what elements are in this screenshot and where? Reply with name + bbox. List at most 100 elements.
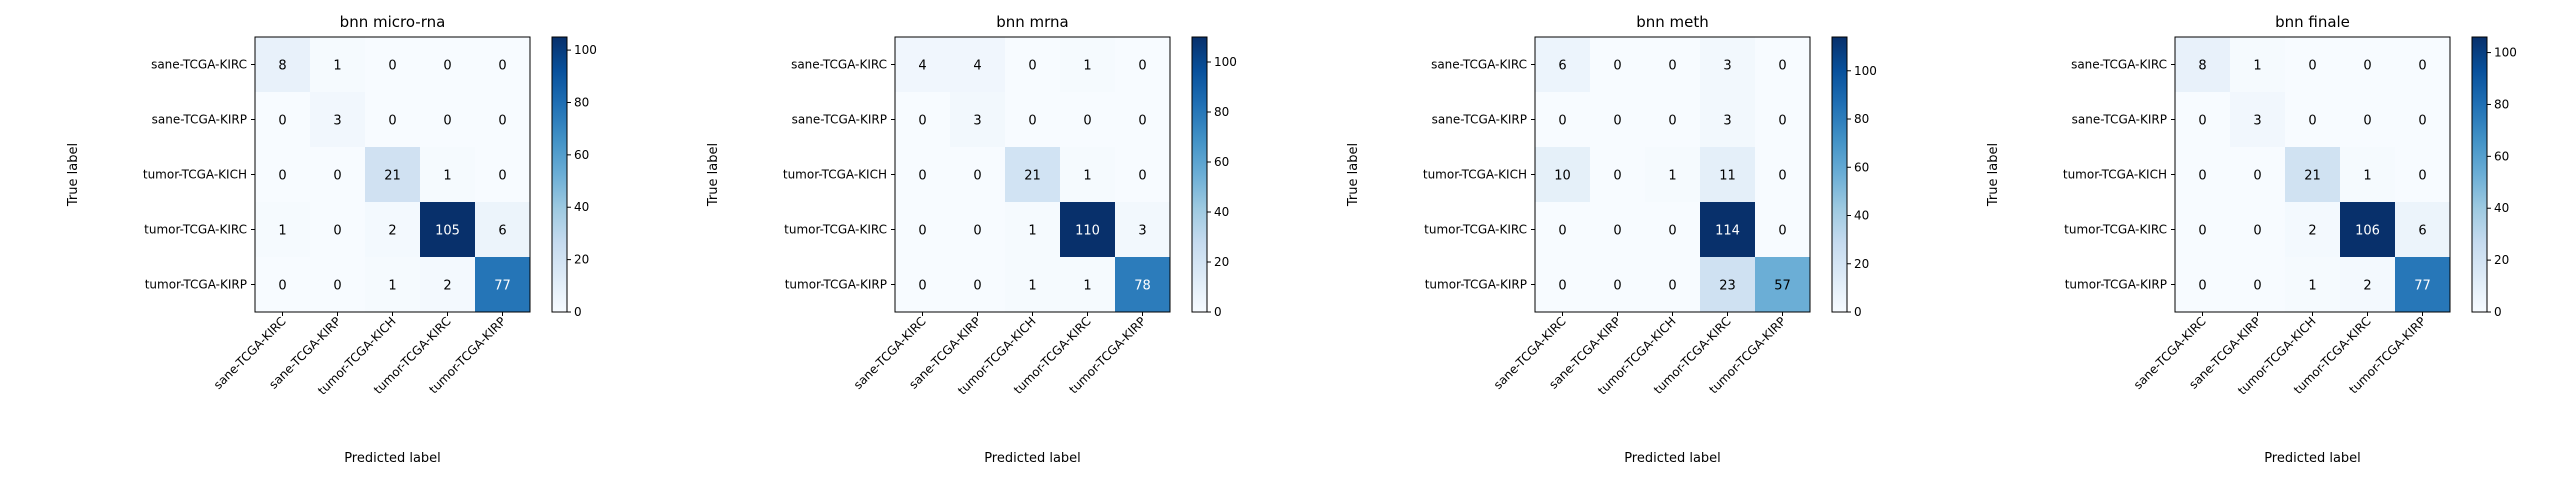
matrix-cell <box>255 37 310 92</box>
cell-value-label: 1 <box>278 224 286 239</box>
colorbar-tick-label: 60 <box>1854 160 1869 174</box>
matrix-cell <box>1115 37 1170 92</box>
matrix-cell <box>895 257 950 312</box>
cell-value-label: 0 <box>443 59 451 74</box>
colorbar-tick-label: 60 <box>1214 155 1229 169</box>
cell-value-label: 0 <box>2308 114 2316 129</box>
colorbar <box>2471 36 2488 313</box>
cell-value-label: 1 <box>388 279 396 294</box>
cell-value-label: 0 <box>1613 169 1621 184</box>
y-tick-label: tumor-TCGA-KIRP <box>1425 278 1527 292</box>
cell-value-label: 0 <box>2198 279 2206 294</box>
y-tick-label: sane-TCGA-KIRC <box>2071 58 2167 72</box>
matrix-cell <box>475 92 530 147</box>
matrix-cell <box>310 37 365 92</box>
y-tick-label: tumor-TCGA-KIRC <box>144 223 247 237</box>
matrix-cell <box>1755 147 1810 202</box>
matrix-cell <box>1590 202 1645 257</box>
cell-value-label: 0 <box>973 279 981 294</box>
matrix-cell <box>310 202 365 257</box>
y-axis-label: True label <box>66 143 81 207</box>
cell-value-label: 0 <box>333 224 341 239</box>
matrix-cell <box>2175 92 2230 147</box>
matrix-cell <box>310 92 365 147</box>
cell-value-label: 0 <box>2418 59 2426 74</box>
matrix-cell <box>895 37 950 92</box>
cell-value-label: 0 <box>1778 224 1786 239</box>
cell-value-label: 0 <box>2253 169 2261 184</box>
matrix-cell <box>895 147 950 202</box>
matrix-cell <box>365 257 420 312</box>
matrix-cell <box>2230 202 2285 257</box>
cell-value-label: 8 <box>2198 59 2206 74</box>
cell-value-label: 3 <box>973 114 981 129</box>
y-tick-label: sane-TCGA-KIRC <box>791 58 887 72</box>
matrix-cell <box>1535 37 1590 92</box>
cell-value-label: 0 <box>1778 59 1786 74</box>
matrix-cell <box>1005 257 1060 312</box>
cell-value-label: 21 <box>1024 169 1041 184</box>
cell-value-label: 0 <box>918 169 926 184</box>
matrix-cell <box>2395 92 2450 147</box>
matrix-cell <box>255 202 310 257</box>
cell-value-label: 3 <box>333 114 341 129</box>
cell-value-label: 0 <box>388 59 396 74</box>
matrix-cell <box>420 92 475 147</box>
matrix-cell <box>1005 92 1060 147</box>
matrix-cell <box>1535 92 1590 147</box>
matrix-cell <box>2395 202 2450 257</box>
matrix-cell <box>2175 147 2230 202</box>
cell-value-label: 0 <box>2418 169 2426 184</box>
cell-value-label: 0 <box>1028 114 1036 129</box>
matrix-cell <box>1645 202 1700 257</box>
cell-value-label: 0 <box>498 114 506 129</box>
cell-value-label: 0 <box>973 224 981 239</box>
y-tick-label: tumor-TCGA-KIRP <box>785 278 887 292</box>
cell-value-label: 3 <box>1723 114 1731 129</box>
matrix-cell <box>950 202 1005 257</box>
cell-value-label: 0 <box>1558 279 1566 294</box>
chart-title: bnn finale <box>2275 13 2350 31</box>
matrix-cell <box>950 257 1005 312</box>
cell-value-label: 0 <box>1138 114 1146 129</box>
matrix-cell <box>1700 37 1755 92</box>
cell-value-label: 0 <box>2253 224 2261 239</box>
y-tick-label: tumor-TCGA-KICH <box>783 168 887 182</box>
colorbar-tick-label: 20 <box>1854 257 1869 271</box>
cell-value-label: 0 <box>2198 114 2206 129</box>
chart-title: bnn meth <box>1636 13 1709 31</box>
cell-value-label: 114 <box>1715 224 1740 239</box>
matrix-cell <box>1590 37 1645 92</box>
cell-value-label: 0 <box>1668 114 1676 129</box>
matrix-cell <box>1115 257 1170 312</box>
matrix-cell <box>420 202 475 257</box>
colorbar-tick-label: 20 <box>2494 253 2509 267</box>
colorbar-tick-label: 100 <box>1854 64 1877 78</box>
matrix-cell <box>1700 257 1755 312</box>
cell-value-label: 0 <box>1613 114 1621 129</box>
matrix-cell <box>365 37 420 92</box>
matrix-cell <box>255 257 310 312</box>
cell-value-label: 110 <box>1075 224 1100 239</box>
matrix-cell <box>310 257 365 312</box>
matrix-cell <box>1535 257 1590 312</box>
matrix-cell <box>2175 257 2230 312</box>
matrix-cell <box>1590 147 1645 202</box>
y-tick-label: sane-TCGA-KIRP <box>1432 113 1527 127</box>
y-axis-label: True label <box>706 143 721 207</box>
cell-value-label: 1 <box>2253 59 2261 74</box>
cell-value-label: 0 <box>2198 224 2206 239</box>
cell-value-label: 2 <box>443 279 451 294</box>
cell-value-label: 4 <box>918 59 926 74</box>
y-axis-label: True label <box>1346 143 1361 207</box>
matrix-cell <box>255 92 310 147</box>
cell-value-label: 1 <box>1028 224 1036 239</box>
y-tick-label: tumor-TCGA-KIRC <box>784 223 887 237</box>
x-axis-label: Predicted label <box>2264 451 2361 466</box>
cell-value-label: 0 <box>2418 114 2426 129</box>
cell-value-label: 2 <box>2308 224 2316 239</box>
